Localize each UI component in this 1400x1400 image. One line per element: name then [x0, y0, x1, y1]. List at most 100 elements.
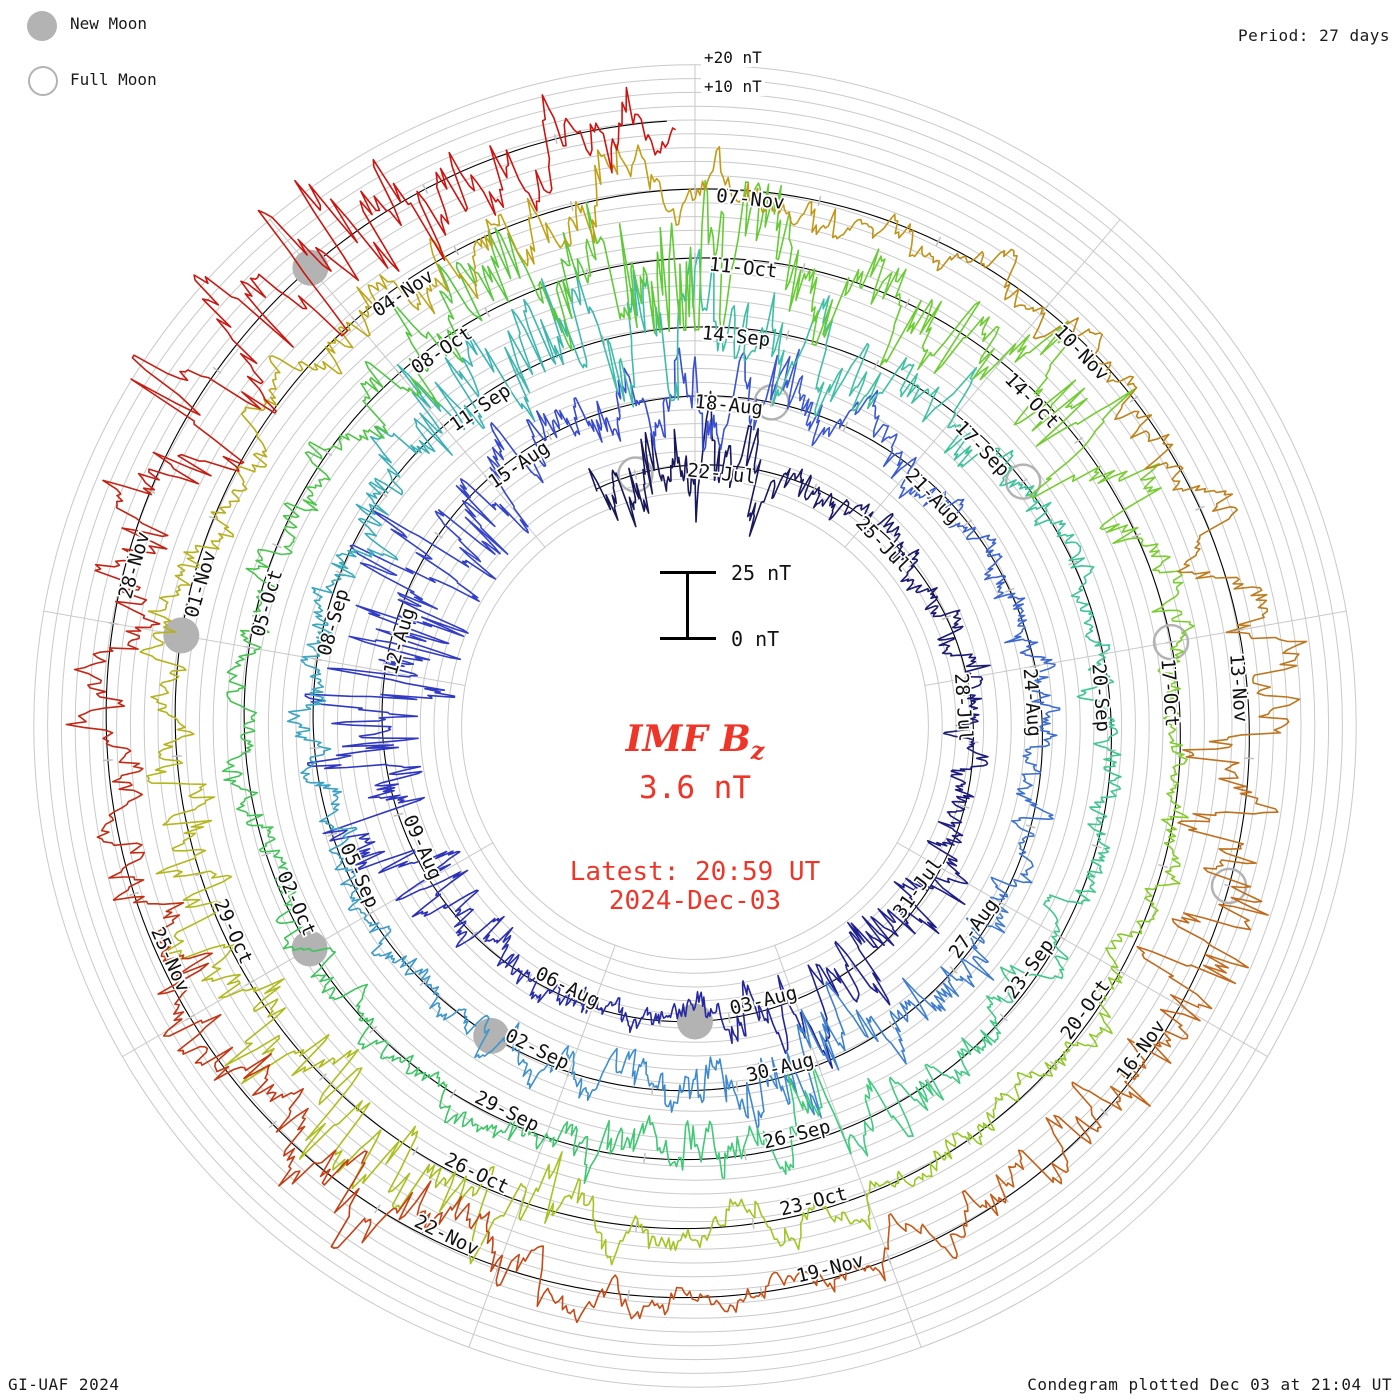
data-segment — [349, 508, 497, 610]
day-tick — [1129, 395, 1139, 403]
latest-time-line: Latest: 20:59 UT — [569, 857, 821, 887]
data-segment — [301, 573, 342, 661]
day-tick — [886, 1254, 892, 1265]
data-segment — [298, 1048, 419, 1193]
data-segment — [588, 467, 640, 528]
data-segment — [1076, 650, 1119, 749]
data-segment — [387, 1163, 527, 1265]
data-segment — [224, 978, 352, 1085]
new-moon-marker — [292, 249, 329, 286]
day-tick — [374, 1204, 381, 1214]
day-tick — [1195, 505, 1205, 511]
day-tick — [145, 488, 156, 494]
date-label: 09-Aug — [398, 812, 446, 884]
data-segment — [306, 744, 426, 835]
latest-timestamp: Latest: 20:59 UT 2024-Dec-03 — [570, 858, 820, 916]
data-segment — [1071, 1008, 1201, 1111]
day-tick — [422, 184, 429, 194]
data-segment — [478, 1022, 575, 1089]
day-tick — [309, 747, 320, 750]
credit-right: Condegram plotted Dec 03 at 21:04 UT — [1027, 1375, 1392, 1394]
date-label: 24-Aug — [1019, 667, 1046, 737]
data-segment — [1043, 847, 1110, 933]
data-segment — [962, 525, 1007, 594]
data-segment — [356, 237, 479, 337]
data-segment — [692, 179, 802, 331]
data-segment — [262, 321, 369, 407]
day-tick — [601, 335, 606, 346]
day-tick — [1175, 1002, 1185, 1010]
date-label: 13-Nov — [1225, 653, 1252, 723]
data-segment — [862, 512, 920, 561]
data-segment — [282, 441, 331, 555]
data-segment — [329, 829, 461, 896]
day-tick — [268, 1120, 277, 1129]
data-segment — [575, 143, 696, 244]
data-segment — [926, 802, 969, 885]
day-tick — [996, 899, 1006, 906]
day-tick — [1091, 844, 1102, 849]
data-segment — [964, 1061, 1057, 1146]
data-segment — [924, 1003, 1002, 1101]
date-label: 18-Aug — [693, 391, 764, 420]
date-label: 31-Jul — [889, 854, 947, 922]
day-tick — [569, 200, 574, 211]
day-tick — [633, 469, 638, 480]
data-segment — [811, 486, 874, 521]
data-segment — [1032, 312, 1138, 409]
full-moon-icon — [28, 66, 58, 96]
data-segment — [547, 1115, 651, 1184]
grid-spoke — [844, 219, 1121, 548]
day-tick — [453, 245, 460, 256]
data-segment — [210, 405, 268, 521]
day-tick — [378, 490, 388, 498]
data-segment — [751, 1196, 872, 1251]
day-tick — [792, 995, 798, 1005]
data-segment — [854, 389, 917, 479]
day-tick — [108, 621, 119, 626]
data-segment — [264, 158, 447, 282]
baseline-spiral — [105, 120, 1250, 1299]
data-segment — [730, 974, 807, 1054]
data-segment — [1008, 320, 1136, 447]
date-label: 05-Oct — [247, 567, 287, 639]
data-segment — [273, 852, 312, 952]
data-segment — [434, 478, 530, 569]
scale-bar-stem — [686, 571, 689, 640]
date-label: 11-Oct — [708, 253, 779, 282]
day-tick — [1055, 933, 1066, 941]
data-segment — [240, 548, 291, 652]
grid-spoke — [896, 842, 1268, 1058]
data-segment — [811, 208, 932, 258]
new-moon-marker — [163, 617, 200, 654]
day-tick — [323, 449, 333, 457]
data-segment — [1161, 753, 1189, 869]
data-segment — [395, 869, 479, 948]
date-label: 14-Oct — [1000, 368, 1064, 433]
data-segment — [547, 86, 677, 174]
day-tick — [327, 832, 338, 837]
day-tick — [1131, 532, 1142, 539]
day-tick — [651, 1084, 654, 1095]
day-tick — [1157, 863, 1168, 869]
data-segment — [162, 1013, 305, 1110]
data-segment — [300, 748, 358, 831]
data-segment — [958, 896, 1009, 988]
day-tick — [590, 1002, 596, 1013]
data-segment — [1128, 537, 1195, 641]
date-label: 20-Sep — [1087, 663, 1114, 733]
day-tick — [469, 930, 478, 939]
day-tick — [1243, 757, 1254, 760]
day-tick — [553, 133, 558, 144]
data-segment — [995, 1081, 1102, 1199]
day-tick — [102, 759, 113, 762]
day-tick — [1068, 560, 1078, 566]
data-segment — [443, 1105, 549, 1150]
data-segment — [528, 973, 597, 1014]
data-segment — [937, 612, 991, 678]
data-segment — [1177, 493, 1269, 634]
day-tick — [963, 519, 973, 527]
data-segment — [146, 756, 216, 878]
